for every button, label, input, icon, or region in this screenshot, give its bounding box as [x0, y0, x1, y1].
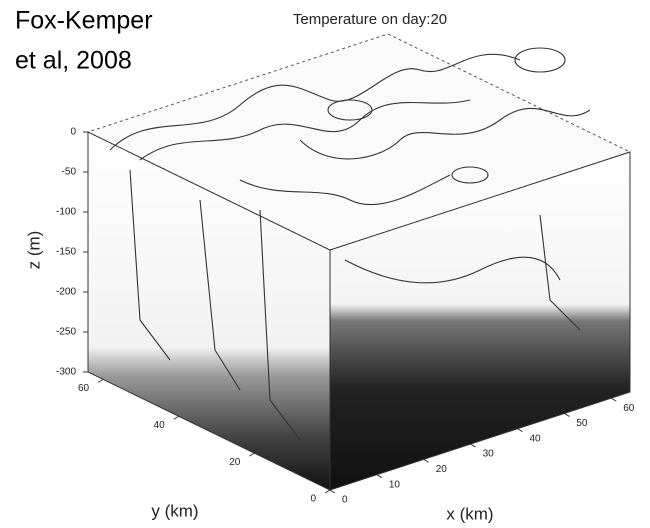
y-axis-label: y (km): [151, 501, 198, 520]
x-tick: [423, 458, 430, 463]
chart-title: Temperature on day:20: [293, 11, 447, 28]
annotation: Fox-Kemper: [15, 7, 153, 35]
z-tick-label: -250: [56, 327, 76, 338]
x-tick-label: 30: [483, 449, 495, 460]
x-axis-label: x (km): [446, 504, 493, 523]
annotation: et al, 2008: [15, 47, 132, 75]
x-tick-label: 10: [389, 479, 401, 490]
x-tick: [470, 443, 476, 448]
x-tick-label: 0: [342, 495, 348, 506]
x-tick: [610, 397, 617, 402]
x-tick-label: 40: [530, 433, 542, 444]
z-tick-label: -150: [56, 247, 76, 258]
x-tick-label: 20: [436, 464, 448, 475]
y-tick-label: 0: [310, 494, 316, 505]
y-tick-label: 60: [78, 383, 90, 394]
x-tick: [329, 489, 336, 494]
z-tick-label: -200: [56, 287, 76, 298]
box: [86, 33, 632, 491]
y-tick-label: 40: [154, 420, 166, 431]
y-tick: [173, 415, 180, 420]
x-tick-label: 60: [623, 403, 635, 414]
y-tick: [324, 489, 331, 494]
x-tick-label: 50: [576, 418, 588, 429]
z-axis-label: z (m): [24, 231, 43, 270]
x-tick: [564, 413, 570, 417]
x-tick: [376, 474, 383, 479]
y-tick-label: 20: [229, 457, 241, 468]
z-tick-label: -100: [56, 207, 76, 218]
z-tick-label: 0: [70, 127, 76, 138]
z-tick-label: -300: [56, 367, 76, 378]
x-tick: [517, 428, 523, 433]
contours: [109, 47, 591, 441]
x-face: [329, 151, 631, 491]
y-tick: [97, 378, 104, 383]
axes: 0 -50 -100 -150 -200 -250 -300 0 20 40 60 0 10 20 30 40…: [56, 127, 635, 506]
y-tick: [249, 452, 255, 457]
z-tick-label: -50: [62, 167, 77, 178]
